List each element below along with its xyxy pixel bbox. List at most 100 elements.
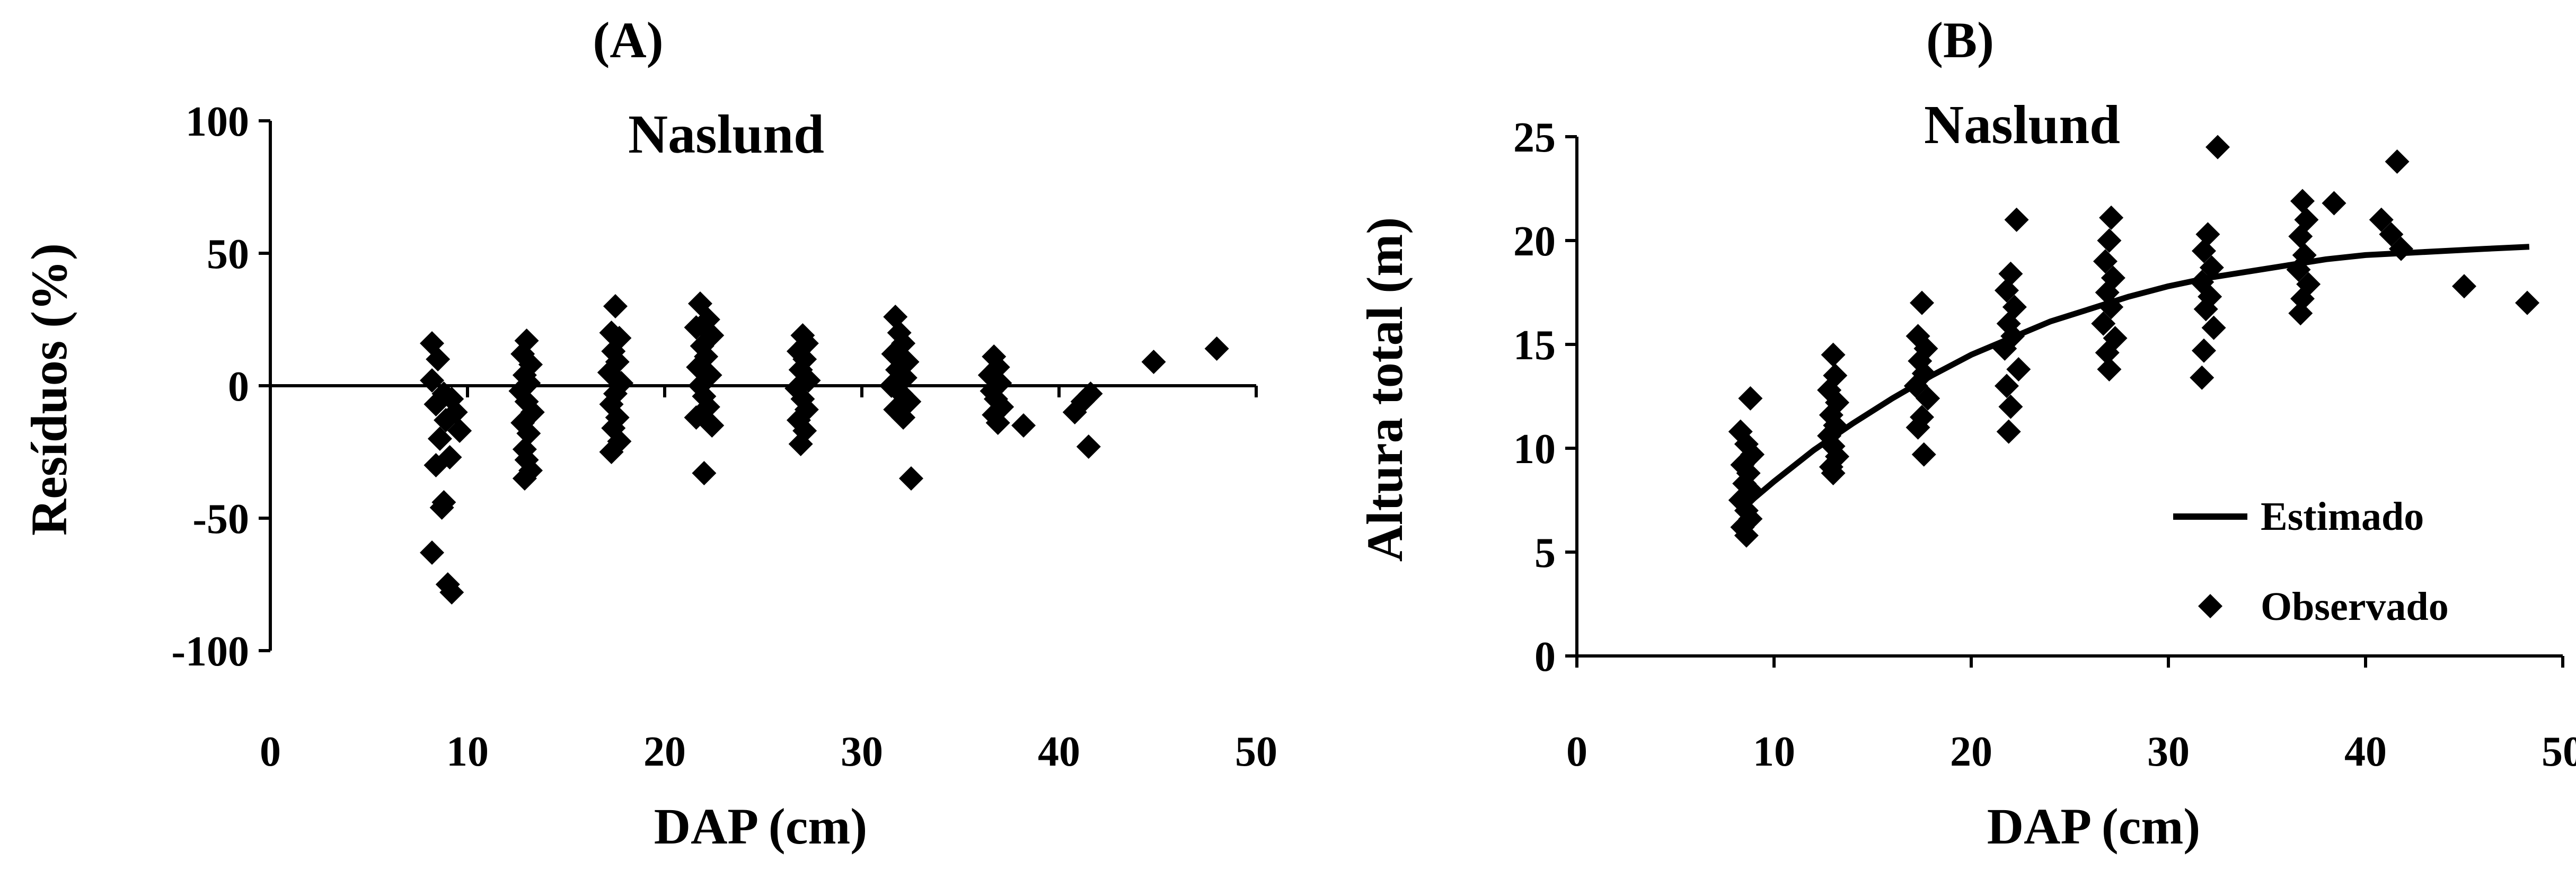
panel-b: (B) Naslund Altura total (m) DAP (cm) 0 5…: [1356, 12, 2576, 855]
panel-a-data-point: [899, 466, 923, 491]
panel-a-data-point: [512, 466, 537, 491]
panel-a-y-tick-label: -50: [192, 496, 249, 543]
panel-b-data-point: [1996, 419, 2021, 444]
panel-a-data-point: [788, 432, 813, 456]
panel-b-data-point: [2201, 315, 2226, 340]
panel-b-y-tick-label: 25: [1513, 114, 1556, 161]
panel-b-data-point: [2288, 224, 2313, 249]
panel-a-x-tick-label: 0: [260, 729, 281, 775]
panel-b-label: (B): [1926, 12, 1994, 68]
panel-a-x-tick-label: 10: [446, 729, 489, 775]
panel-b-data-point: [1916, 386, 1940, 411]
panel-b-data-point: [2206, 135, 2230, 159]
panel-a-data-point: [599, 440, 624, 464]
panel-a-label: (A): [593, 12, 663, 68]
panel-b-data-point: [2379, 222, 2404, 247]
panel-a-data-point: [985, 411, 1010, 435]
panel-b-data-point: [2388, 236, 2413, 261]
panel-b-data-point: [1911, 442, 1936, 467]
panel-b-axes: 0 5 10 15 20 25 0 10 20 30 40 50: [1513, 114, 2576, 775]
panel-b-data-point: [1910, 290, 1934, 315]
panel-b-data-point: [1998, 261, 2023, 286]
panel-a-x-tick-label: 20: [643, 729, 686, 775]
panel-b-x-tick-label: 30: [2147, 729, 2190, 775]
panel-b-data-point: [2093, 249, 2118, 274]
panel-b-data-point: [2191, 338, 2216, 363]
panel-a-data-point: [424, 453, 448, 477]
panel-b-data-point: [2452, 274, 2476, 299]
panel-b-data-point: [2095, 340, 2120, 365]
legend-marker-swatch: [2198, 594, 2222, 618]
panel-a-x-tick-label: 40: [1038, 729, 1080, 775]
panel-b-y-tick-label: 15: [1513, 322, 1556, 369]
panel-b-data-point: [2091, 311, 2116, 336]
panel-b-y-axis-label: Altura total (m): [1356, 217, 1413, 562]
panel-a-x-tick-label: 50: [1235, 729, 1277, 775]
panel-a-data-point: [692, 461, 717, 485]
panel-a-data-point: [447, 419, 472, 443]
panel-a-data-point: [1141, 350, 1166, 374]
panel-b-data-point: [2099, 205, 2124, 230]
panel-b-y-tick-label: 10: [1513, 426, 1556, 473]
panel-a-plot-area: [420, 291, 1229, 605]
panel-a-data-point: [700, 413, 725, 438]
panel-b-x-tick-label: 40: [2344, 729, 2387, 775]
panel-a-data-point: [434, 408, 458, 432]
panel-a-x-tick-label: 30: [841, 729, 883, 775]
panel-b-data-point: [2004, 207, 2029, 232]
panel-a-y-axis-label: Resíduos (%): [21, 243, 77, 536]
panel-a-data-point: [420, 540, 445, 565]
panel-b-data-point: [1821, 461, 1846, 486]
panel-a-y-tick-label: 50: [207, 231, 249, 278]
panel-b-data-point: [2195, 222, 2220, 247]
panel-a-data-point: [426, 347, 451, 371]
panel-a-data-point: [891, 405, 916, 430]
panel-b-data-point: [2515, 290, 2540, 315]
panel-a-data-point: [1011, 413, 1036, 438]
panel-b-x-tick-label: 10: [1753, 729, 1795, 775]
legend-label-observado: Observado: [2261, 584, 2449, 629]
panel-b-x-tick-label: 20: [1950, 729, 1992, 775]
panel-a: (A) Naslund Resíduos (%) DAP (cm) -100 -5…: [21, 12, 1277, 855]
panel-b-data-point: [1992, 336, 2017, 361]
panel-b-data-point: [1998, 394, 2023, 419]
legend: Estimado Observado: [2173, 494, 2449, 629]
panel-a-data-point: [1062, 400, 1087, 424]
panel-b-x-axis-label: DAP (cm): [1987, 798, 2201, 855]
panel-b-data-point: [2322, 191, 2346, 216]
panel-a-data-point: [1076, 434, 1101, 459]
panel-b-y-tick-label: 0: [1534, 634, 1556, 680]
panel-b-data-point: [1994, 278, 2019, 303]
panel-b-data-point: [2190, 365, 2215, 390]
panel-a-data-point: [439, 580, 464, 605]
panel-b-data-point: [1734, 523, 1759, 548]
panel-b-x-tick-label: 0: [1566, 729, 1587, 775]
panel-b-title: Naslund: [1924, 94, 2120, 155]
panel-a-y-tick-label: 100: [186, 99, 249, 145]
panel-b-data-point: [2193, 297, 2218, 322]
panel-b-fitted-line: [1742, 244, 2530, 509]
panel-a-x-axis-label: DAP (cm): [654, 798, 868, 855]
panel-b-data-point: [2006, 357, 2031, 382]
panel-b-data-point: [2191, 238, 2216, 263]
panel-b-data-point: [2097, 357, 2122, 382]
panel-b-data-point: [2290, 189, 2315, 214]
panel-a-data-point: [420, 368, 445, 393]
panel-b-data-point: [1821, 342, 1846, 367]
legend-label-estimado: Estimado: [2261, 494, 2424, 539]
panel-a-data-point: [1204, 336, 1229, 361]
panel-b-data-point: [2097, 228, 2122, 253]
panel-a-y-tick-label: -100: [171, 628, 249, 675]
panel-b-data-point: [1738, 386, 1763, 411]
panel-b-plot-area: [1728, 135, 2540, 548]
panel-b-data-point: [2286, 257, 2311, 282]
panel-a-title: Naslund: [628, 104, 824, 165]
panel-a-data-point: [427, 427, 452, 451]
panel-a-axes: -100 -50 0 50 100 0 10 20 30 40 50: [171, 99, 1277, 775]
panel-a-data-point: [429, 495, 454, 520]
panel-a-y-tick-label: 0: [228, 363, 249, 410]
panel-b-data-point: [2385, 149, 2410, 174]
panel-b-y-tick-label: 20: [1513, 218, 1556, 265]
panel-b-data-point: [2099, 295, 2124, 319]
